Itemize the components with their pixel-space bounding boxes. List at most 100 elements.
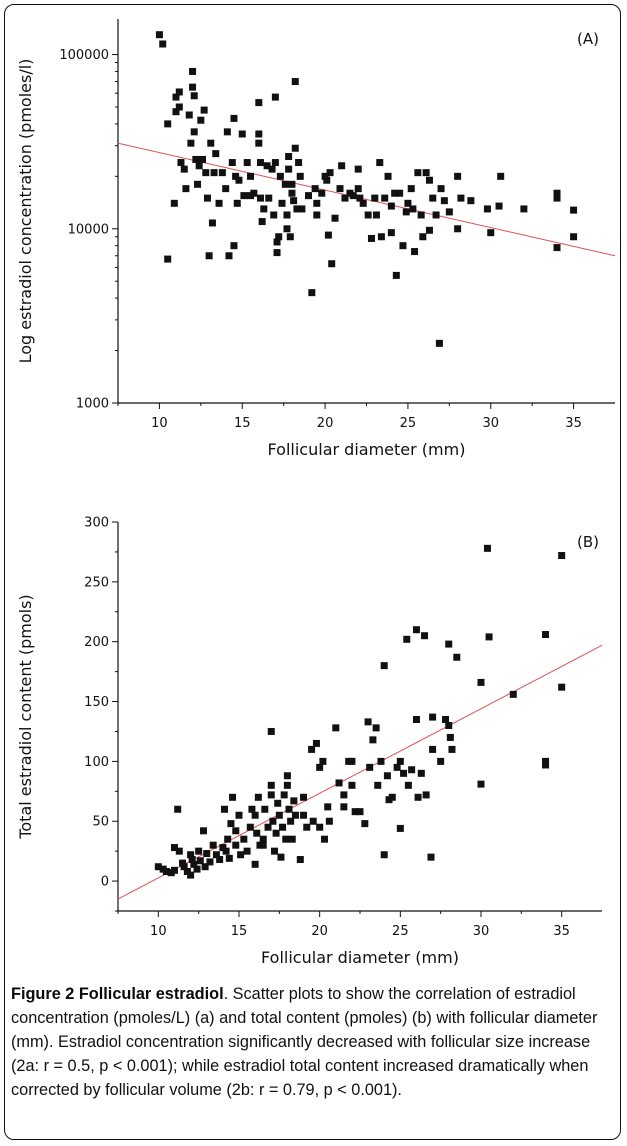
data-point <box>313 199 321 207</box>
data-point <box>454 172 462 180</box>
data-point <box>285 165 293 173</box>
data-point <box>404 781 412 789</box>
data-point <box>372 211 380 219</box>
data-point <box>212 150 220 158</box>
data-point <box>414 793 422 801</box>
data-point <box>279 823 287 831</box>
data-point <box>440 197 448 205</box>
data-point <box>264 823 272 831</box>
data-point <box>216 856 224 864</box>
data-point <box>381 194 389 202</box>
data-point <box>400 769 408 777</box>
data-point <box>454 225 462 233</box>
data-point <box>272 829 280 837</box>
data-point <box>225 854 233 862</box>
data-point <box>235 811 243 819</box>
data-point <box>237 851 245 859</box>
data-point <box>359 199 367 207</box>
data-point <box>407 185 415 193</box>
data-point <box>238 130 246 138</box>
data-point <box>542 761 550 769</box>
data-point <box>467 197 475 205</box>
y-axis-label: Total estradiol content (pmols) <box>16 594 35 839</box>
data-point <box>408 766 416 774</box>
data-point <box>170 199 178 207</box>
x-tick-label: 35 <box>565 416 582 431</box>
data-point <box>187 871 195 879</box>
data-point <box>212 851 220 859</box>
data-point <box>487 229 495 237</box>
data-point <box>223 128 231 136</box>
y-tick-label: 1000 <box>76 397 109 412</box>
data-point <box>437 757 445 765</box>
data-point <box>177 159 185 167</box>
data-point <box>336 185 344 193</box>
data-point <box>332 724 340 732</box>
data-point <box>321 172 329 180</box>
data-point <box>193 865 201 873</box>
data-point <box>377 233 385 241</box>
data-point <box>338 162 346 170</box>
data-point <box>485 633 493 641</box>
data-point <box>261 805 269 813</box>
data-point <box>318 189 326 197</box>
data-point <box>276 172 284 180</box>
data-point <box>194 180 202 188</box>
data-point <box>542 757 550 765</box>
data-point <box>175 103 183 111</box>
figure-frame: 10 15 20 25 30 35 1000 10000 100000 (A) Follicular… <box>4 4 621 1140</box>
data-point <box>290 797 298 805</box>
data-point <box>319 757 327 765</box>
data-point <box>308 745 316 753</box>
data-point <box>255 130 263 138</box>
data-point <box>200 827 208 835</box>
data-point <box>260 205 268 213</box>
data-point <box>248 805 256 813</box>
data-point <box>269 817 277 825</box>
data-point <box>233 199 241 207</box>
data-point <box>417 211 425 219</box>
data-point <box>296 172 304 180</box>
data-point <box>208 219 216 227</box>
data-point <box>271 159 279 167</box>
data-point <box>497 172 505 180</box>
data-point <box>203 194 211 202</box>
data-point <box>396 824 404 832</box>
data-point <box>374 781 382 789</box>
data-point <box>309 817 317 825</box>
data-point <box>198 155 206 163</box>
data-point <box>250 189 258 197</box>
data-point <box>380 851 388 859</box>
data-point <box>281 180 289 188</box>
data-point <box>421 632 429 640</box>
data-point <box>201 863 209 871</box>
panel-label: (B) <box>577 533 599 551</box>
data-point <box>391 189 399 197</box>
data-point <box>268 165 276 173</box>
data-point <box>255 139 263 147</box>
data-point <box>291 144 299 152</box>
data-point <box>258 218 266 226</box>
data-point <box>185 111 193 119</box>
data-point <box>290 197 298 205</box>
data-point <box>285 152 293 160</box>
data-point <box>222 185 230 193</box>
data-point <box>445 208 453 216</box>
data-point <box>271 93 279 101</box>
data-point <box>328 260 336 268</box>
data-point <box>356 194 364 202</box>
data-point <box>387 202 395 210</box>
x-tick-label: 30 <box>473 924 490 939</box>
y-tick-label: 100000 <box>59 48 109 63</box>
data-point <box>372 724 380 732</box>
data-point <box>402 208 410 216</box>
data-point <box>553 194 561 202</box>
data-point <box>305 192 313 200</box>
y-tick-label: 200 <box>84 635 109 650</box>
data-point <box>232 827 240 835</box>
data-point <box>175 88 183 96</box>
data-point <box>558 683 566 691</box>
data-point <box>520 205 528 213</box>
data-point <box>187 139 195 147</box>
data-point <box>174 805 182 813</box>
